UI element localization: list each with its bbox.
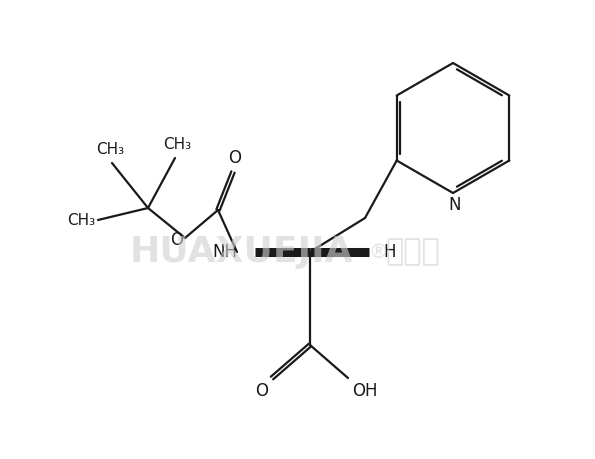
Text: CH₃: CH₃ xyxy=(96,142,124,157)
Text: CH₃: CH₃ xyxy=(67,213,95,228)
Text: NH: NH xyxy=(212,243,237,261)
Text: 化学加: 化学加 xyxy=(385,237,440,267)
Text: ®: ® xyxy=(368,242,387,262)
Text: H: H xyxy=(383,243,396,261)
Text: OH: OH xyxy=(352,382,377,400)
Text: CH₃: CH₃ xyxy=(163,137,191,152)
Text: O: O xyxy=(255,382,268,400)
Text: O: O xyxy=(228,149,242,167)
Text: N: N xyxy=(449,196,461,214)
Text: O: O xyxy=(170,231,183,249)
Text: HUAXUEJIA: HUAXUEJIA xyxy=(130,235,353,269)
